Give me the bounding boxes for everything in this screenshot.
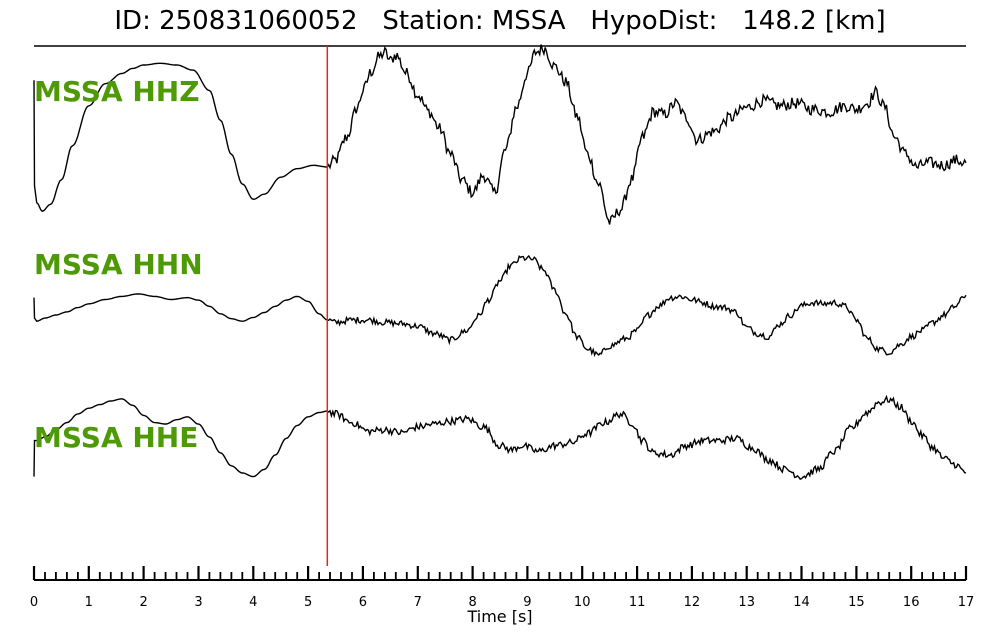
x-tick-label: 16 xyxy=(903,595,920,610)
x-tick-label: 4 xyxy=(249,595,257,610)
x-tick-label: 12 xyxy=(684,595,701,610)
x-tick-label: 3 xyxy=(194,595,202,610)
x-tick-label: 10 xyxy=(574,595,591,610)
x-tick-label: 14 xyxy=(793,595,810,610)
x-tick-label: 1 xyxy=(85,595,93,610)
x-tick-label: 11 xyxy=(629,595,646,610)
trace-mssa-hhe xyxy=(33,394,967,481)
chart-title: ID: 250831060052 Station: MSSA HypoDist:… xyxy=(114,6,886,36)
x-tick-label: 9 xyxy=(523,595,531,610)
channel-labels-group: MSSA HHZ MSSA HHN MSSA HHE xyxy=(34,75,203,454)
x-tick-label: 17 xyxy=(958,595,975,610)
time-axis: 0 1 2 3 4 5 6 7 8 9 10 11 12 13 14 15 16 17 xyxy=(30,566,974,610)
channel-label: MSSA HHZ xyxy=(34,75,200,108)
x-tick-label: 0 xyxy=(30,595,38,610)
x-tick-label: 5 xyxy=(304,595,312,610)
x-tick-label: 8 xyxy=(468,595,476,610)
trace-mssa-hhz xyxy=(33,44,967,225)
x-tick-label: 15 xyxy=(848,595,865,610)
x-tick-label: 6 xyxy=(359,595,367,610)
trace-mssa-hhn xyxy=(33,254,967,358)
traces-group xyxy=(33,44,967,481)
x-tick-label: 2 xyxy=(139,595,147,610)
x-tick-label: 7 xyxy=(414,595,422,610)
x-tick-label: 13 xyxy=(738,595,755,610)
channel-label: MSSA HHE xyxy=(34,421,198,454)
channel-label: MSSA HHN xyxy=(34,248,203,281)
x-axis-label: Time [s] xyxy=(466,607,532,626)
